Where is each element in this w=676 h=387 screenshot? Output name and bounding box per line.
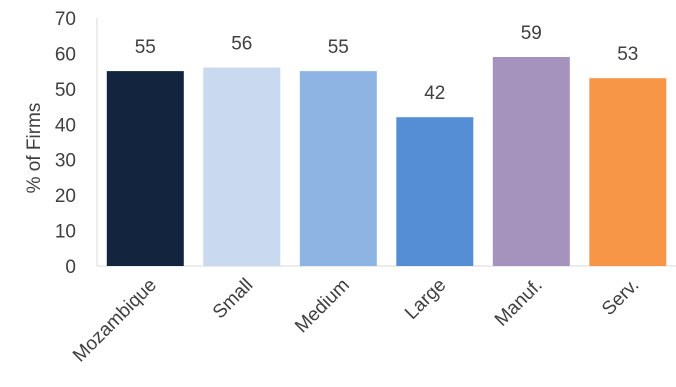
data-label: 53	[617, 44, 638, 65]
bar	[299, 71, 377, 266]
x-tick-label: Large	[401, 275, 450, 324]
bar	[396, 117, 474, 266]
x-axis-labels: Mozambique Small Medium Large Manuf. Serv.	[69, 275, 643, 367]
y-tick-label: 10	[55, 222, 76, 243]
y-tick-label: 0	[65, 257, 76, 278]
data-label: 55	[328, 37, 349, 58]
data-label: 42	[424, 83, 445, 104]
data-label: 55	[135, 37, 156, 58]
x-tick-label: Serv.	[598, 275, 643, 320]
x-tick-label: Medium	[291, 275, 354, 338]
bar	[106, 71, 184, 266]
y-tick-label: 40	[55, 115, 76, 136]
bar	[589, 78, 667, 266]
data-label: 59	[521, 23, 542, 44]
y-tick-label: 30	[55, 151, 76, 172]
x-tick-label: Small	[209, 275, 257, 323]
y-tick-label: 70	[55, 9, 76, 30]
bar	[203, 67, 281, 266]
bar	[492, 57, 570, 266]
data-label: 56	[231, 34, 252, 55]
x-tick-label: Mozambique	[69, 275, 161, 367]
y-axis-title: % of Firms	[24, 103, 45, 194]
y-tick-label: 20	[55, 186, 76, 207]
bar-series	[106, 57, 667, 266]
data-labels: 55 56 55 42 59 53	[135, 23, 639, 104]
y-tick-label: 50	[55, 80, 76, 101]
y-tick-label: 60	[55, 44, 76, 65]
y-axis-ticks: 0 10 20 30 40 50 60 70	[55, 9, 76, 278]
x-tick-label: Manuf.	[491, 275, 547, 331]
